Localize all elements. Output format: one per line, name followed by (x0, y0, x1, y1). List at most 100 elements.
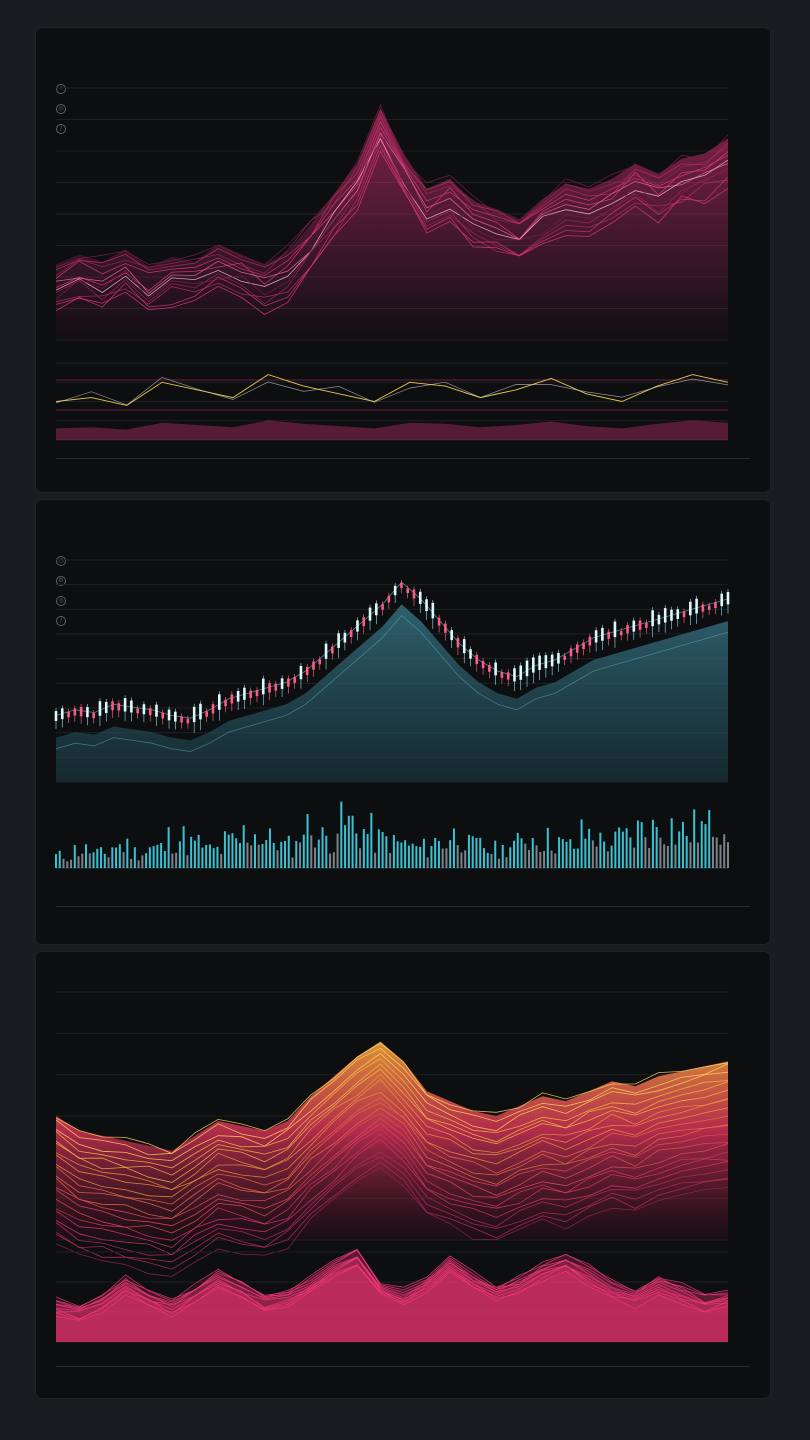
volume-bar (163, 851, 166, 868)
candle-body (324, 643, 328, 659)
candle-body (437, 617, 441, 626)
lower-line (55, 1249, 729, 1308)
candle-body (305, 666, 309, 676)
volume-bar (107, 857, 110, 868)
series-line (55, 126, 729, 292)
volume-bar (344, 825, 347, 868)
volume-bar (674, 844, 677, 868)
volume-bar (118, 844, 121, 868)
candle-body (714, 602, 717, 609)
candle-body (243, 687, 246, 700)
candle-body (550, 654, 554, 667)
area-chart[interactable] (36, 952, 770, 1398)
series-line (55, 1073, 729, 1191)
pencil-icon[interactable]: / (56, 616, 66, 626)
volume-bar (411, 843, 414, 868)
series-line (55, 150, 729, 315)
candle-body (557, 652, 560, 664)
volume-bar (689, 842, 692, 868)
volume-bar (678, 831, 681, 868)
volume-bar (497, 858, 500, 868)
volume-bar (111, 847, 114, 868)
volume-bar (723, 834, 726, 868)
candle-body (506, 672, 510, 680)
volume-bar (212, 848, 215, 868)
volume-bar (610, 845, 613, 868)
volume-bar (314, 847, 317, 868)
candle-body (582, 642, 585, 650)
indicator-line (55, 374, 729, 406)
lower-area (56, 1257, 728, 1342)
volume-bar (284, 840, 287, 868)
volume-bar (66, 861, 69, 868)
volume-bar (392, 834, 395, 868)
candle-body (230, 694, 234, 704)
candle-body (726, 592, 730, 605)
lower-area (56, 1249, 728, 1342)
series-line (55, 128, 729, 300)
candle-body (362, 617, 366, 627)
indicator-signal (55, 377, 729, 406)
candle-body (67, 711, 70, 718)
lower-line (55, 1257, 729, 1311)
candle-body (538, 655, 541, 670)
zoom-icon[interactable]: ◎ (56, 104, 66, 114)
volume-bar (381, 831, 384, 868)
volume-bar (280, 841, 283, 868)
candlestick-chart[interactable] (36, 500, 770, 944)
volume-bar (145, 853, 148, 868)
volume-bar (276, 850, 279, 868)
volume-bar (253, 834, 256, 868)
volume-bar (287, 835, 290, 868)
volume-bar (92, 852, 95, 868)
volume-bar (201, 847, 204, 868)
volume-bar (524, 843, 527, 868)
candle-body (613, 621, 617, 638)
candle-body (645, 622, 648, 629)
volume-bar (58, 850, 61, 868)
volume-bar (156, 844, 159, 868)
volume-bar (509, 847, 512, 868)
chart-panel-3 (36, 952, 770, 1398)
volume-bar (317, 839, 320, 868)
lower-line (55, 1248, 729, 1307)
settings-icon[interactable]: ⚙ (56, 576, 66, 586)
series-line (55, 1112, 729, 1219)
pencil-icon[interactable]: / (56, 124, 66, 134)
volume-bar (329, 853, 332, 868)
volume-bar (426, 857, 429, 868)
volume-bar (193, 840, 196, 868)
panel-footer (56, 906, 750, 923)
volume-bar (220, 854, 223, 868)
volume-bar (208, 844, 211, 868)
volume-bar (452, 828, 455, 868)
volume-bar (268, 828, 271, 868)
volume-bar (471, 836, 474, 868)
volume-bar (633, 847, 636, 868)
candle-body (374, 603, 378, 616)
target-icon[interactable]: ◎ (56, 596, 66, 606)
candle-body (249, 690, 252, 698)
candle-body (174, 711, 177, 722)
volume-bar (711, 836, 714, 868)
candle-body (500, 672, 504, 678)
candle-body (406, 588, 410, 594)
lower-area (56, 1265, 728, 1342)
volume-bar (122, 852, 125, 868)
volume-bar (670, 818, 673, 868)
price-chart[interactable] (36, 28, 770, 492)
volume-bar (715, 837, 718, 868)
candle-body (462, 639, 466, 654)
volume-bar (103, 853, 106, 868)
volume-bar (265, 840, 268, 868)
volume-bar (636, 820, 639, 868)
volume-bar (539, 851, 542, 868)
lower-line (55, 1264, 729, 1321)
volume-bar (460, 852, 463, 868)
volume-bar (272, 843, 275, 868)
volume-bar (580, 819, 583, 868)
volume-bar (482, 848, 485, 868)
lower-band (55, 614, 729, 752)
panel-footer (56, 1366, 750, 1383)
candle-body (312, 661, 315, 670)
